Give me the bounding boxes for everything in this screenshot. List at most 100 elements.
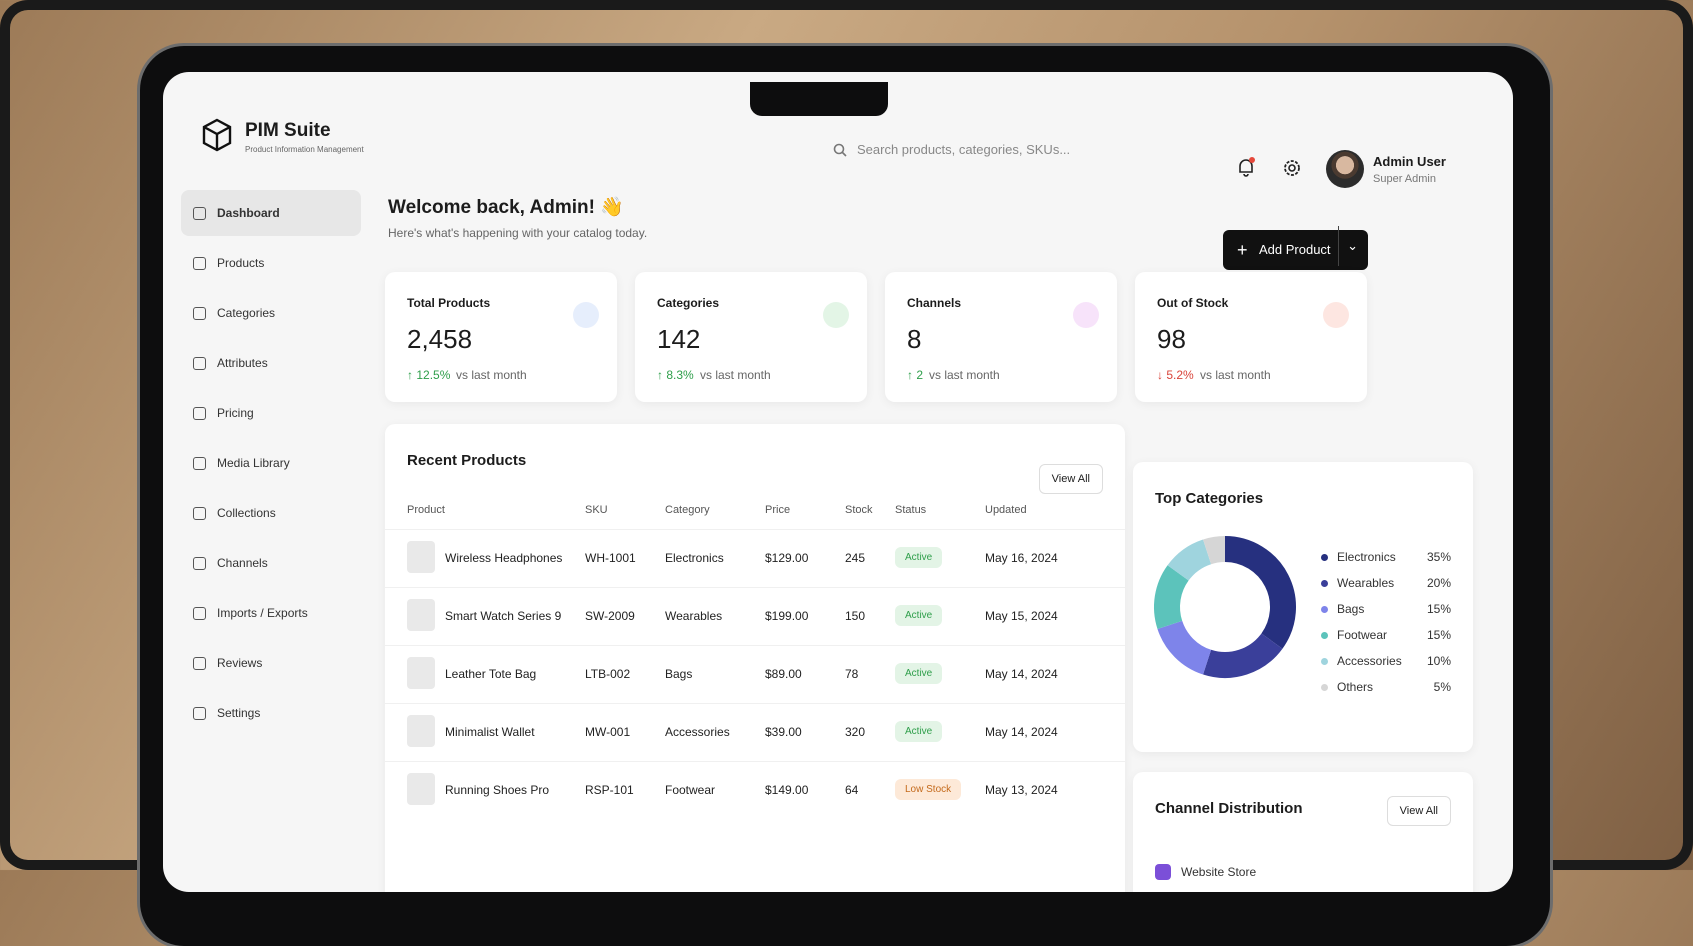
product-thumbnail — [407, 773, 435, 805]
view-all-button[interactable]: View All — [1386, 796, 1451, 826]
price: $39.00 — [765, 725, 802, 739]
updated-date: May 13, 2024 — [985, 783, 1058, 797]
stat-card: Total Products 2,458 12.5% vs last month — [385, 272, 617, 402]
camera-notch — [750, 82, 888, 116]
row-divider — [385, 703, 1125, 704]
legend-value: 15% — [1426, 602, 1451, 616]
legend-value: 10% — [1426, 654, 1451, 668]
welcome-subtitle: Here's what's happening with your catalo… — [388, 226, 648, 240]
donut-segment — [1203, 536, 1226, 565]
nav-item[interactable]: Products — [181, 240, 361, 286]
legend-label: Wearables — [1337, 576, 1395, 590]
notification-bell[interactable] — [1235, 156, 1257, 178]
welcome-title: Welcome back, Admin! 👋 — [388, 197, 624, 218]
stat-change: 8.3% — [657, 368, 693, 382]
column-header: Stock — [845, 504, 873, 516]
channel-distribution-card: Channel Distribution View All Website St… — [1133, 772, 1473, 892]
stat-card: Categories 142 8.3% vs last month — [635, 272, 867, 402]
donut-segment — [1224, 536, 1296, 649]
product-name: Smart Watch Series 9 — [445, 609, 562, 623]
row-divider — [385, 645, 1125, 646]
legend-label: Electronics — [1337, 550, 1396, 564]
product-name: Minimalist Wallet — [445, 725, 535, 739]
stat-change-note: vs last month — [1200, 368, 1271, 382]
nav-item[interactable]: Imports / Exports — [181, 590, 361, 636]
nav-item[interactable]: Attributes — [181, 340, 361, 386]
nav-item[interactable]: Categories — [181, 290, 361, 336]
legend-label: Others — [1337, 680, 1374, 694]
updated-date: May 16, 2024 — [985, 551, 1058, 565]
nav-item[interactable]: Channels — [181, 540, 361, 586]
nav-item[interactable]: Settings — [181, 690, 361, 736]
stock: 78 — [845, 667, 859, 681]
sku: RSP-101 — [585, 783, 634, 797]
row-divider — [385, 587, 1125, 588]
user-avatar[interactable] — [1326, 150, 1364, 188]
legend-dot — [1321, 684, 1328, 691]
updated-date: May 14, 2024 — [985, 725, 1058, 739]
stock: 150 — [845, 609, 866, 623]
price: $89.00 — [765, 667, 802, 681]
donut-segment — [1167, 539, 1212, 582]
top-categories-card: Top Categories Electronics 35% Wearables 20… — [1133, 462, 1473, 752]
price: $199.00 — [765, 609, 809, 623]
product-thumbnail — [407, 715, 435, 747]
legend-label: Accessories — [1337, 654, 1402, 668]
app-subtitle: Product Information Management — [245, 145, 364, 154]
column-header: Updated — [985, 504, 1027, 516]
view-all-button[interactable]: View All — [1038, 464, 1103, 494]
status-pill: Active — [895, 547, 943, 568]
donut-segment — [1157, 620, 1212, 675]
legend-label: Footwear — [1337, 628, 1388, 642]
column-header: Price — [765, 504, 791, 516]
column-header: Product — [407, 504, 445, 516]
product-name: Leather Tote Bag — [445, 667, 537, 681]
stat-value: 142 — [657, 324, 701, 354]
stock: 245 — [845, 551, 866, 565]
updated-date: May 15, 2024 — [985, 609, 1058, 623]
legend-value: 5% — [1433, 680, 1451, 694]
legend-dot — [1321, 554, 1328, 561]
stock: 320 — [845, 725, 866, 739]
sku: MW-001 — [585, 725, 631, 739]
product-name: Wireless Headphones — [445, 551, 563, 565]
row-divider — [385, 529, 1125, 530]
logo-icon — [202, 118, 232, 152]
legend-value: 15% — [1426, 628, 1451, 642]
nav-item[interactable]: Collections — [181, 490, 361, 536]
nav-item[interactable]: Dashboard — [181, 190, 361, 236]
category: Bags — [665, 667, 693, 681]
price: $149.00 — [765, 783, 809, 797]
nav-item[interactable]: Media Library — [181, 440, 361, 486]
donut-chart — [1154, 536, 1296, 678]
stat-value: 2,458 — [407, 324, 473, 354]
stat-label: Out of Stock — [1157, 296, 1229, 310]
stat-icon — [1323, 302, 1349, 328]
stat-icon — [823, 302, 849, 328]
settings-gear[interactable] — [1281, 157, 1303, 179]
status-pill: Active — [895, 663, 943, 684]
product-name: Running Shoes Pro — [445, 783, 550, 797]
user-name: Admin User — [1373, 154, 1446, 169]
stock: 64 — [845, 783, 859, 797]
price: $129.00 — [765, 551, 809, 565]
category: Wearables — [665, 609, 723, 623]
search-icon — [833, 143, 847, 157]
nav-item[interactable]: Pricing — [181, 390, 361, 436]
legend-value: 35% — [1426, 550, 1451, 564]
column-header: Category — [665, 504, 710, 516]
search-box[interactable]: Search products, categories, SKUs... — [823, 132, 1193, 168]
nav-item[interactable]: Reviews — [181, 640, 361, 686]
donut-segment — [1203, 632, 1283, 678]
stat-change-note: vs last month — [929, 368, 1000, 382]
status-pill: Active — [895, 721, 943, 742]
legend-dot — [1321, 606, 1328, 613]
stat-icon — [1073, 302, 1099, 328]
stat-change-note: vs last month — [456, 368, 527, 382]
add-product-button[interactable]: Add Product — [1223, 226, 1368, 270]
product-thumbnail — [407, 657, 435, 689]
legend-dot — [1321, 632, 1328, 639]
recent-products-card: Recent Products View All Product SKU Categ… — [385, 424, 1125, 892]
column-header: Status — [895, 504, 927, 516]
stat-card: Channels 8 2 vs last month — [885, 272, 1117, 402]
